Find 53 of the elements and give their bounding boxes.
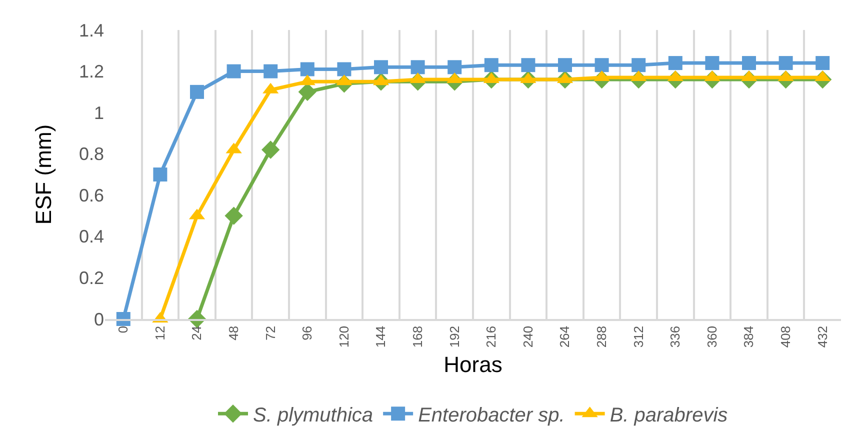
point	[262, 140, 280, 159]
point	[337, 62, 352, 76]
point	[668, 56, 682, 70]
x-tick-label: 432	[814, 326, 830, 348]
legend-label: S. plymuthica	[253, 404, 374, 426]
point	[484, 58, 498, 72]
point	[153, 168, 168, 182]
x-tick-label: 216	[484, 326, 499, 348]
x-tick-label: 384	[741, 326, 756, 348]
point	[816, 56, 830, 70]
x-tick-label: 120	[336, 326, 352, 348]
y-tick-label: 0.8	[78, 144, 104, 164]
x-tick-label: 0	[116, 326, 131, 334]
point	[778, 56, 793, 70]
y-tick-label: 0.4	[78, 226, 104, 247]
x-tick-label: 312	[630, 326, 646, 348]
x-tick-label: 96	[300, 326, 315, 340]
point	[226, 64, 241, 78]
x-tick-label: 192	[446, 326, 462, 348]
y-tick-label: 1	[94, 102, 104, 123]
x-tick-label: 336	[668, 326, 683, 348]
y-axis-title: ESF (mm)	[31, 124, 56, 225]
point	[224, 206, 243, 225]
y-tick-label: 1.2	[78, 62, 104, 82]
point	[264, 64, 278, 78]
legend-label: B. parabrevis	[610, 404, 728, 426]
x-tick-label: 24	[189, 326, 204, 340]
x-tick-label: 48	[226, 326, 242, 340]
point	[448, 60, 462, 74]
x-tick-label: 288	[594, 326, 610, 348]
point	[632, 58, 646, 72]
y-tick-label: 1.4	[78, 20, 104, 40]
x-tick-label: 144	[373, 326, 388, 348]
point	[742, 56, 756, 70]
x-tick-label: 72	[262, 326, 278, 340]
point	[190, 84, 204, 99]
y-tick-label: 0.2	[78, 268, 104, 288]
x-axis-title: Horas	[444, 352, 502, 378]
legend-label: Enterobacter sp.	[418, 404, 565, 426]
point	[521, 58, 536, 72]
x-tick-label: 264	[557, 326, 572, 348]
point	[374, 60, 388, 74]
point	[300, 62, 314, 76]
x-tick-label: 240	[520, 326, 536, 348]
x-tick-label: 360	[704, 326, 720, 348]
point	[594, 58, 609, 72]
x-tick-label: 408	[778, 326, 794, 348]
x-tick-label: 12	[152, 326, 168, 340]
x-tick-label: 168	[410, 326, 426, 348]
point	[558, 58, 572, 72]
point	[410, 60, 425, 74]
point	[705, 56, 720, 70]
y-tick-label: 0.6	[78, 185, 104, 206]
